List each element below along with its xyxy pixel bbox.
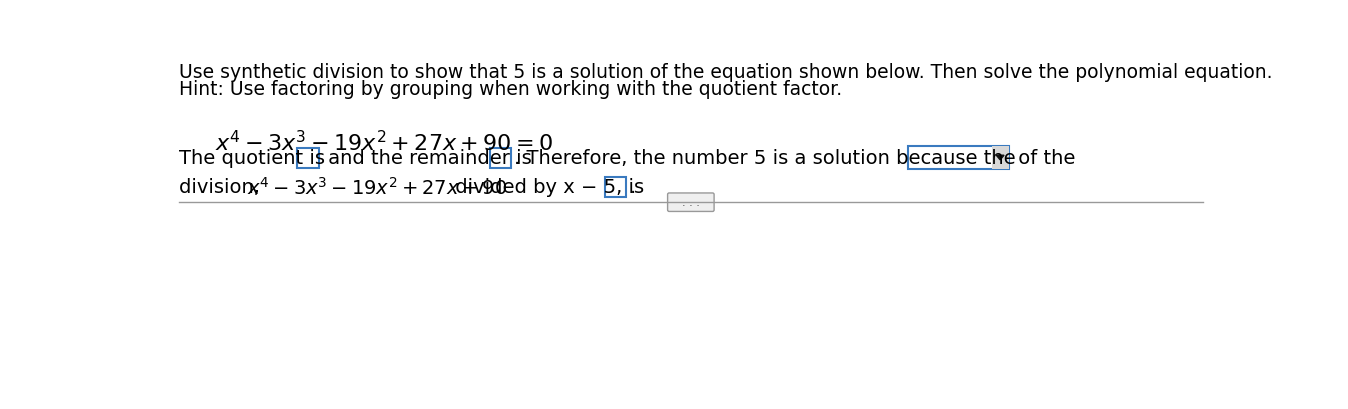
Text: of the: of the [1012, 149, 1076, 168]
FancyBboxPatch shape [605, 178, 627, 197]
FancyBboxPatch shape [909, 147, 1008, 170]
Text: Hint: Use factoring by grouping when working with the quotient factor.: Hint: Use factoring by grouping when wor… [179, 80, 842, 99]
Text: divided by x − 5, is: divided by x − 5, is [449, 178, 650, 197]
Text: $x^4 - 3x^3 - 19x^2 + 27x + 90 = 0$: $x^4 - 3x^3 - 19x^2 + 27x + 90 = 0$ [214, 130, 553, 155]
Polygon shape [996, 156, 1004, 160]
Text: $x^4 - 3x^3 - 19x^2 + 27x + 90$: $x^4 - 3x^3 - 19x^2 + 27x + 90$ [247, 176, 507, 198]
Text: Use synthetic division to show that 5 is a solution of the equation shown below.: Use synthetic division to show that 5 is… [179, 63, 1273, 82]
Text: and the remainder is: and the remainder is [322, 149, 538, 168]
Text: division,: division, [179, 178, 267, 197]
FancyBboxPatch shape [992, 147, 1008, 170]
Text: The quotient is: The quotient is [179, 149, 332, 168]
Text: . . .: . . . [682, 198, 700, 208]
FancyBboxPatch shape [298, 148, 319, 168]
Text: .: . [630, 178, 636, 197]
FancyBboxPatch shape [489, 148, 511, 168]
FancyBboxPatch shape [667, 193, 714, 212]
Text: . Therefore, the number 5 is a solution because the: . Therefore, the number 5 is a solution … [515, 149, 1022, 168]
